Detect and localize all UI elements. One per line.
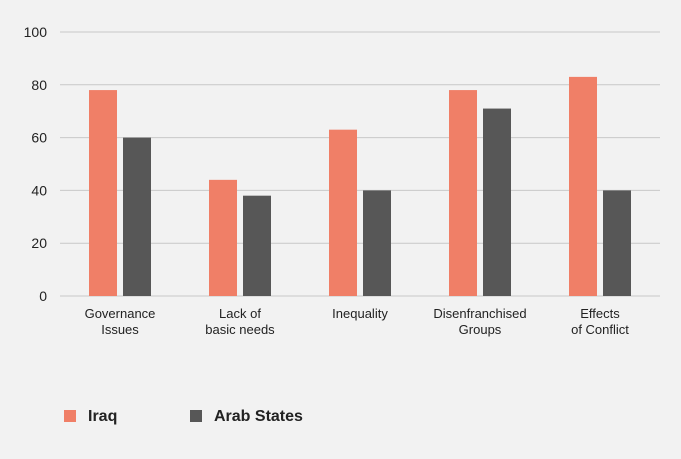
y-tick-label: 60 <box>31 130 47 146</box>
x-axis-ticks: Governance Issues Lack of basic needs Inequa… <box>85 306 630 337</box>
bars <box>89 76 631 296</box>
x-tick-label: Inequality <box>332 306 388 321</box>
y-tick-label: 20 <box>31 235 47 251</box>
y-tick-label: 80 <box>31 77 47 93</box>
legend-label: Iraq <box>88 408 117 425</box>
x-tick-label: Effects of Conflict <box>571 306 629 337</box>
x-tick-label: Lack of basic needs <box>205 306 275 337</box>
gridlines <box>60 31 660 297</box>
y-axis-ticks: 0 20 40 60 80 100 <box>24 24 48 304</box>
legend-label: Arab States <box>214 408 303 425</box>
y-tick-label: 0 <box>39 288 47 304</box>
x-tick-label: Governance Issues <box>85 306 156 337</box>
legend-swatch <box>190 410 202 422</box>
bar-iraq <box>449 90 477 296</box>
y-tick-label: 100 <box>24 24 48 40</box>
bar-arab-states <box>123 137 151 296</box>
y-tick-label: 40 <box>31 182 47 198</box>
bar-arab-states <box>243 195 271 296</box>
x-tick-label: Disenfranchised Groups <box>433 306 526 337</box>
bar-arab-states <box>603 190 631 296</box>
legend-swatch <box>64 410 76 422</box>
bar-iraq <box>569 76 597 296</box>
bar-iraq <box>329 129 357 296</box>
bar-iraq <box>89 90 117 296</box>
bar-arab-states <box>483 108 511 296</box>
bar-arab-states <box>363 190 391 296</box>
bar-iraq <box>209 179 237 296</box>
legend: Iraq Arab States <box>64 408 303 425</box>
